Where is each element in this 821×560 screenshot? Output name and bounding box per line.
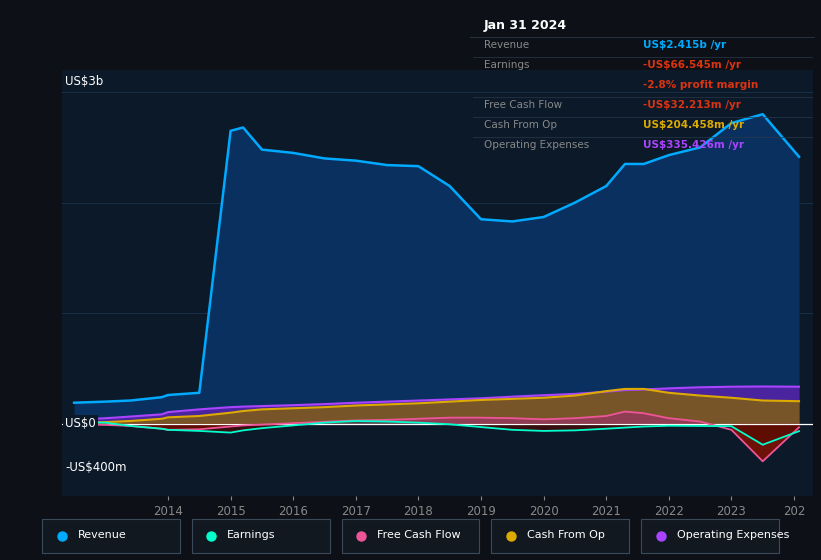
Text: -2.8% profit margin: -2.8% profit margin [643,80,758,90]
FancyBboxPatch shape [342,520,479,553]
Text: US$0: US$0 [66,417,96,430]
Text: Earnings: Earnings [484,60,530,69]
FancyBboxPatch shape [491,520,629,553]
Text: Operating Expenses: Operating Expenses [484,140,589,150]
Text: US$3b: US$3b [66,75,103,88]
Text: Cash From Op: Cash From Op [527,530,604,540]
Text: Free Cash Flow: Free Cash Flow [377,530,461,540]
Text: Jan 31 2024: Jan 31 2024 [484,20,567,32]
Text: US$335.426m /yr: US$335.426m /yr [643,140,744,150]
Text: Operating Expenses: Operating Expenses [677,530,789,540]
Text: -US$400m: -US$400m [66,461,126,474]
Text: Revenue: Revenue [484,40,529,50]
FancyBboxPatch shape [641,520,779,553]
Text: Cash From Op: Cash From Op [484,120,557,130]
Text: Earnings: Earnings [227,530,276,540]
Text: -US$32.213m /yr: -US$32.213m /yr [643,100,741,110]
Text: Revenue: Revenue [77,530,126,540]
Text: -US$66.545m /yr: -US$66.545m /yr [643,60,741,69]
Text: US$2.415b /yr: US$2.415b /yr [643,40,726,50]
FancyBboxPatch shape [42,520,180,553]
Text: US$204.458m /yr: US$204.458m /yr [643,120,744,130]
FancyBboxPatch shape [192,520,330,553]
Text: Free Cash Flow: Free Cash Flow [484,100,562,110]
